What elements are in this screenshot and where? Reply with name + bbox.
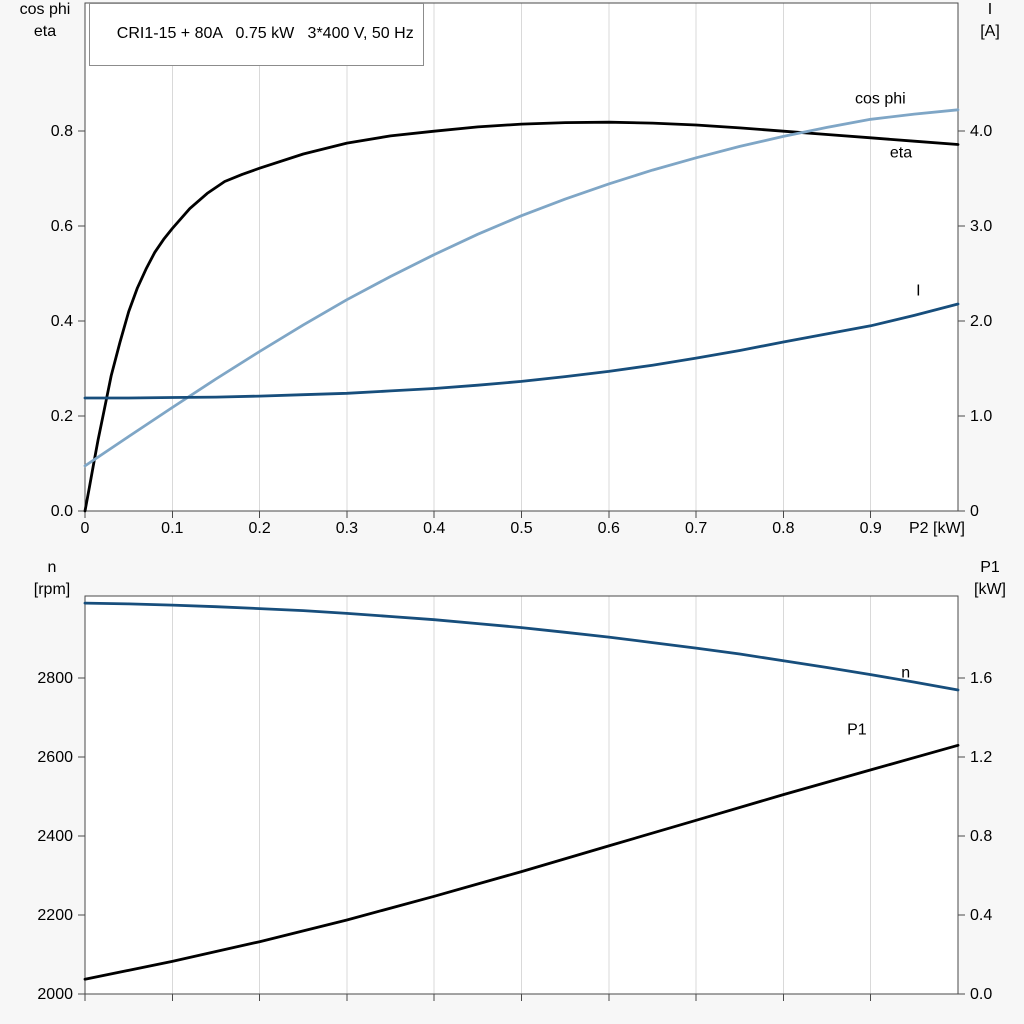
left-axis-title: [rpm] <box>34 581 70 598</box>
right-tick-label: 3.0 <box>970 218 992 235</box>
series-curve-eta <box>83 120 960 513</box>
series-label-P1: P1 <box>847 721 867 738</box>
right-axis-title: P1 <box>980 559 1000 576</box>
x-tick-label: 0.3 <box>336 520 358 537</box>
left-tick-label: 2600 <box>37 749 73 766</box>
left-tick-label: 0.0 <box>51 503 73 520</box>
series-curve-P1 <box>83 743 960 981</box>
left-tick-label: 0.2 <box>51 408 73 425</box>
right-tick-label: 1.6 <box>970 670 992 687</box>
right-axis-title: I <box>988 1 992 18</box>
chart-title-box: CRI1-15 + 80A 0.75 kW 3*400 V, 50 Hz <box>89 3 424 66</box>
right-tick-label: 1.0 <box>970 408 992 425</box>
right-tick-label: 0.8 <box>970 828 992 845</box>
right-tick-label: 2.0 <box>970 313 992 330</box>
chart-title: CRI1-15 + 80A 0.75 kW 3*400 V, 50 Hz <box>116 25 414 42</box>
x-tick-label: 0 <box>81 520 90 537</box>
x-tick-label: 0.8 <box>772 520 794 537</box>
series-label-n: n <box>901 664 910 681</box>
left-tick-label: 2400 <box>37 828 73 845</box>
left-axis-title: eta <box>34 23 56 40</box>
series-label-eta: eta <box>890 144 912 161</box>
chart-panel-1: 2000 2200 2400 2600 2800 0.0 0.4 0.8 1.2 1.6 n [rpm… <box>34 559 1006 1003</box>
right-tick-label: 1.2 <box>970 749 992 766</box>
x-tick-label: 0.2 <box>248 520 270 537</box>
right-tick-label: 0.0 <box>970 986 992 1003</box>
right-axis-title: [kW] <box>974 581 1006 598</box>
x-axis-label: P2 [kW] <box>909 520 965 537</box>
left-tick-label: 2000 <box>37 986 73 1003</box>
chart-panel-0: 0 0.1 0.2 0.3 0.4 0.5 0.6 0.7 0.8 0.9 P2 [kW] 0.0 0.… <box>20 1 1000 537</box>
right-tick-label: 4.0 <box>970 123 992 140</box>
x-tick-label: 0.7 <box>685 520 707 537</box>
left-tick-label: 0.6 <box>51 218 73 235</box>
left-axis-title: cos phi <box>20 1 71 18</box>
x-tick-label: 0.1 <box>161 520 183 537</box>
x-tick-label: 0.5 <box>510 520 532 537</box>
left-tick-label: 0.4 <box>51 313 73 330</box>
series-curve-cos-phi <box>83 108 960 468</box>
right-tick-label: 0.4 <box>970 907 992 924</box>
x-tick-label: 0.4 <box>423 520 445 537</box>
series-curve-I <box>83 302 960 400</box>
series-curve-n <box>83 601 960 692</box>
series-label-I: I <box>916 282 920 299</box>
left-tick-label: 2200 <box>37 907 73 924</box>
left-tick-label: 0.8 <box>51 123 73 140</box>
right-axis-title: [A] <box>980 23 1000 40</box>
left-axis-title: n <box>48 559 57 576</box>
x-tick-label: 0.9 <box>860 520 882 537</box>
series-label-cos-phi: cos phi <box>855 91 906 108</box>
right-tick-label: 0 <box>970 503 979 520</box>
left-tick-label: 2800 <box>37 670 73 687</box>
x-tick-label: 0.6 <box>598 520 620 537</box>
